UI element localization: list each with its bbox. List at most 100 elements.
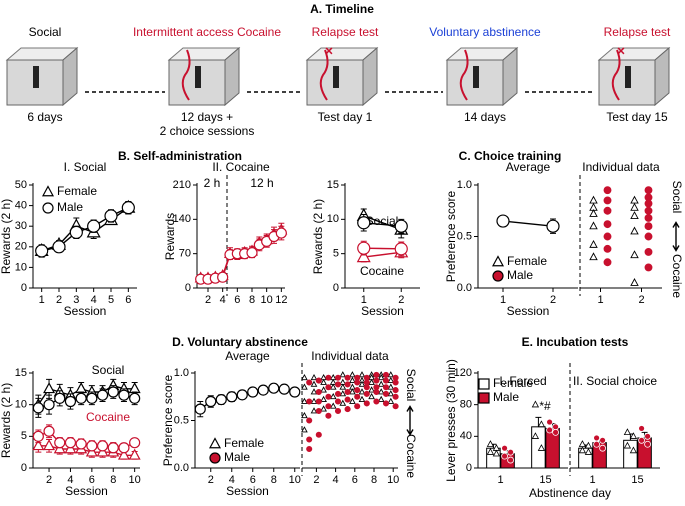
y-tick-label: 50 — [15, 179, 27, 191]
legend-label: Male — [57, 200, 83, 214]
marker — [363, 390, 370, 397]
stage-duration: 2 choice sessions — [160, 124, 255, 138]
marker — [603, 258, 612, 267]
marker — [315, 398, 322, 405]
x-axis-label: Abstinence day — [529, 486, 611, 500]
marker — [537, 444, 546, 451]
marker — [382, 384, 390, 391]
marker — [368, 386, 375, 393]
legend-label: Female — [493, 376, 533, 390]
x-tick-label: 4 — [333, 474, 339, 486]
x-tick-label: 2 — [550, 294, 556, 306]
marker — [64, 395, 77, 408]
marker — [107, 442, 119, 454]
marker — [121, 201, 135, 215]
x-tick-label: 1 — [589, 474, 595, 486]
marker — [486, 448, 495, 455]
marker — [546, 426, 553, 434]
marker — [334, 390, 342, 397]
marker — [236, 389, 248, 401]
x-tick-label: 1 — [500, 294, 506, 306]
x-tick-label: 2 — [205, 294, 211, 306]
marker — [603, 186, 612, 195]
marker — [118, 442, 130, 454]
series-line — [37, 384, 135, 406]
x-axis-label: Session — [64, 304, 107, 318]
legend-marker — [491, 255, 505, 267]
stage-label: Voluntary abstinence — [429, 25, 541, 39]
y-tick-label: 0 — [466, 462, 472, 474]
marker — [644, 206, 653, 215]
marker — [630, 202, 639, 211]
marker — [644, 232, 653, 241]
marker — [344, 396, 351, 403]
marker — [496, 214, 510, 228]
marker — [357, 216, 371, 230]
subtitle: I. Forced — [499, 374, 546, 388]
y-tick-label: 40 — [15, 200, 27, 212]
x-tick-label: 6 — [352, 474, 358, 486]
marker — [358, 388, 366, 395]
marker — [354, 379, 361, 386]
timeline-title: A. Timeline — [310, 2, 374, 16]
marker — [310, 380, 318, 387]
marker — [373, 371, 380, 378]
marker — [377, 388, 385, 395]
x-tick-label: 10 — [387, 474, 399, 486]
cocaine-line — [611, 49, 621, 101]
legend-label: Female — [224, 436, 264, 450]
marker — [546, 418, 553, 426]
marker — [546, 219, 560, 233]
marker — [603, 206, 612, 215]
marker — [349, 397, 356, 404]
marker — [329, 383, 337, 390]
marker — [377, 373, 385, 381]
marker — [129, 437, 141, 449]
marker — [54, 437, 66, 449]
y-tick-label: 5 — [333, 248, 339, 260]
y-tick-label: 5 — [21, 430, 27, 442]
marker — [247, 386, 259, 398]
x-axis-label: Session — [361, 304, 404, 318]
marker — [507, 456, 514, 464]
marker — [75, 438, 87, 450]
y-tick-label: 20 — [15, 241, 27, 253]
y-tick-label: 0.0 — [457, 282, 472, 294]
y-tick-label: 0 — [21, 282, 27, 294]
chamber-icon — [654, 46, 670, 107]
x-tick-label: 4 — [91, 294, 97, 306]
y-tick-label: 0 — [21, 462, 27, 474]
x-tick-label: 6 — [89, 474, 95, 486]
marker — [278, 383, 290, 395]
marker — [373, 388, 380, 396]
marker — [644, 186, 653, 195]
marker — [392, 387, 399, 394]
chamber-icon — [62, 46, 78, 107]
marker — [306, 417, 313, 424]
annotation: Cocaine — [86, 410, 130, 424]
chamber-icon — [195, 66, 201, 88]
marker — [339, 399, 347, 406]
marker — [599, 444, 606, 452]
marker — [623, 441, 632, 449]
side-label: Cocaine — [670, 254, 684, 298]
marker — [43, 382, 56, 394]
x-tick-label: 15 — [539, 474, 551, 486]
x-axis-label: Session — [507, 304, 550, 318]
x-tick-label: 10 — [129, 474, 141, 486]
marker — [325, 393, 332, 400]
y-tick-label: 30 — [15, 220, 27, 232]
marker — [392, 393, 399, 400]
marker — [363, 400, 370, 407]
marker — [268, 382, 280, 394]
side-arrow — [672, 221, 680, 252]
subtitle: II. Social choice — [573, 374, 657, 388]
y-tick-label: 10 — [327, 213, 339, 225]
series-line — [38, 445, 135, 457]
panel-title: D. Voluntary abstinence — [172, 335, 308, 349]
marker — [86, 392, 98, 404]
subtitle: II. Cocaine — [212, 160, 270, 174]
y-axis-label: Lever presses (30 min) — [444, 359, 458, 482]
y-tick-label: 1.0 — [457, 179, 472, 191]
x-tick-label: 2 — [638, 294, 644, 306]
